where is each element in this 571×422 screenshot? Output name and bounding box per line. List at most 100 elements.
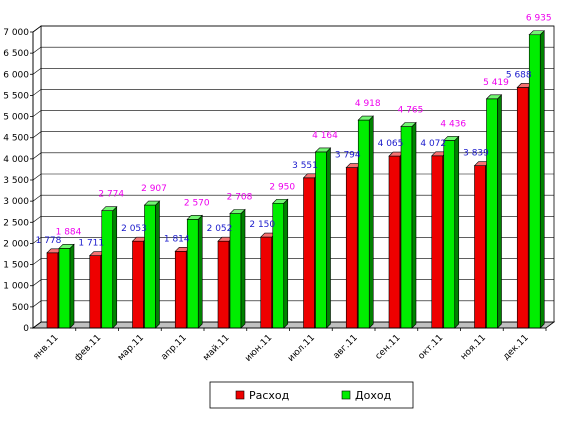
y-tick-label: 1 500 xyxy=(3,261,29,271)
bar-top xyxy=(143,200,161,206)
bar-income xyxy=(58,243,75,329)
data-label: 4 072 xyxy=(420,139,446,149)
gridline xyxy=(32,173,554,181)
bar-front xyxy=(345,167,358,329)
bar-income xyxy=(229,208,246,329)
bar-front xyxy=(443,140,456,329)
x-tick-label: авг.11 xyxy=(332,333,360,361)
bars xyxy=(46,30,545,329)
data-label: 2 708 xyxy=(227,192,253,202)
y-tick-label: 2 500 xyxy=(3,218,29,228)
bar-front xyxy=(315,151,327,329)
gridline xyxy=(32,194,554,202)
bar-side xyxy=(240,208,246,329)
bar-front xyxy=(217,240,230,329)
data-label: 1 711 xyxy=(78,239,104,249)
x-tick-label: май.11 xyxy=(201,333,231,363)
data-label: 6 935 xyxy=(526,14,552,24)
bar-front xyxy=(58,248,71,329)
data-label: 1 884 xyxy=(56,227,82,237)
y-tick-label: 4 500 xyxy=(3,134,29,144)
y-tick-label: 6 000 xyxy=(3,70,29,80)
bar-side xyxy=(155,200,160,329)
data-label: 2 053 xyxy=(121,224,147,234)
gridline xyxy=(32,67,554,75)
x-tick-label: июл.11 xyxy=(286,333,317,364)
bar-side xyxy=(326,147,331,329)
data-label: 4 765 xyxy=(398,106,424,116)
bar-top xyxy=(314,147,332,153)
x-tick-label: апр.11 xyxy=(159,333,188,362)
bar-side xyxy=(411,121,417,329)
y-tick-label: 3 000 xyxy=(3,197,29,207)
gridline xyxy=(32,258,554,265)
y-tick-label: 500 xyxy=(12,303,29,313)
bar-top xyxy=(528,30,545,36)
bar-front xyxy=(260,236,273,329)
y-tick-label: 5 000 xyxy=(3,113,29,123)
bar-side xyxy=(112,205,118,329)
gridline xyxy=(32,89,554,96)
bar-side xyxy=(368,115,374,329)
bar-top xyxy=(101,206,118,211)
bar-top xyxy=(58,244,75,249)
bar-front xyxy=(474,165,486,329)
legend-label: Расход xyxy=(249,389,290,402)
x-tick-label: мар.11 xyxy=(116,333,146,363)
y-tick-label: 7 000 xyxy=(3,28,29,38)
data-label: 5 688 xyxy=(506,70,532,80)
bar-top xyxy=(272,198,289,204)
bar-side xyxy=(283,198,289,329)
bar-side xyxy=(497,94,502,329)
bar-side xyxy=(197,214,203,329)
bar-income xyxy=(443,135,460,329)
bar-front xyxy=(132,240,144,329)
bar-income xyxy=(272,198,289,329)
data-label: 5 419 xyxy=(483,78,509,88)
bar-front xyxy=(101,210,114,329)
gridline xyxy=(32,215,554,223)
bar-side xyxy=(454,135,460,329)
data-label: 2 052 xyxy=(207,224,233,234)
bar-top xyxy=(443,136,460,141)
bar-income xyxy=(186,214,203,329)
gridline xyxy=(32,46,554,54)
y-tick-label: 3 500 xyxy=(3,176,29,186)
gridline xyxy=(32,25,554,33)
bar-front xyxy=(486,98,498,329)
x-tick-label: янв.11 xyxy=(32,333,61,362)
data-label: 2 950 xyxy=(269,182,295,192)
x-tick-label: сен.11 xyxy=(374,333,403,362)
gridline xyxy=(32,131,554,138)
bar-front xyxy=(303,177,315,329)
data-label: 4 436 xyxy=(440,119,466,129)
gridline xyxy=(32,237,554,244)
legend: Расход Доход xyxy=(209,381,414,409)
bar-top xyxy=(485,94,503,100)
bar-income xyxy=(101,205,118,329)
gridline xyxy=(32,321,554,329)
legend-label: Доход xyxy=(355,389,392,402)
y-tick-label: 6 500 xyxy=(3,49,29,59)
y-tick-label: 5 500 xyxy=(3,91,29,101)
gridline xyxy=(32,300,554,308)
y-tick-label: 1 000 xyxy=(3,282,29,292)
x-tick-label: фев.11 xyxy=(73,333,103,363)
bar-front xyxy=(46,252,59,329)
bar-front xyxy=(174,250,187,329)
bar-income xyxy=(143,200,161,329)
x-tick-label: июн.11 xyxy=(243,333,274,364)
data-label: 3 794 xyxy=(335,151,361,161)
bar-top xyxy=(229,209,246,214)
data-label: 3 839 xyxy=(463,149,489,159)
gridline xyxy=(32,279,554,286)
data-label: 4 065 xyxy=(378,139,404,149)
bar-front xyxy=(400,126,413,329)
bar-front xyxy=(516,87,529,329)
legend-swatch xyxy=(341,390,351,400)
bar-front xyxy=(388,155,401,329)
data-label: 4 918 xyxy=(355,99,381,109)
data-label: 2 570 xyxy=(184,198,210,208)
legend-swatch xyxy=(235,390,245,400)
